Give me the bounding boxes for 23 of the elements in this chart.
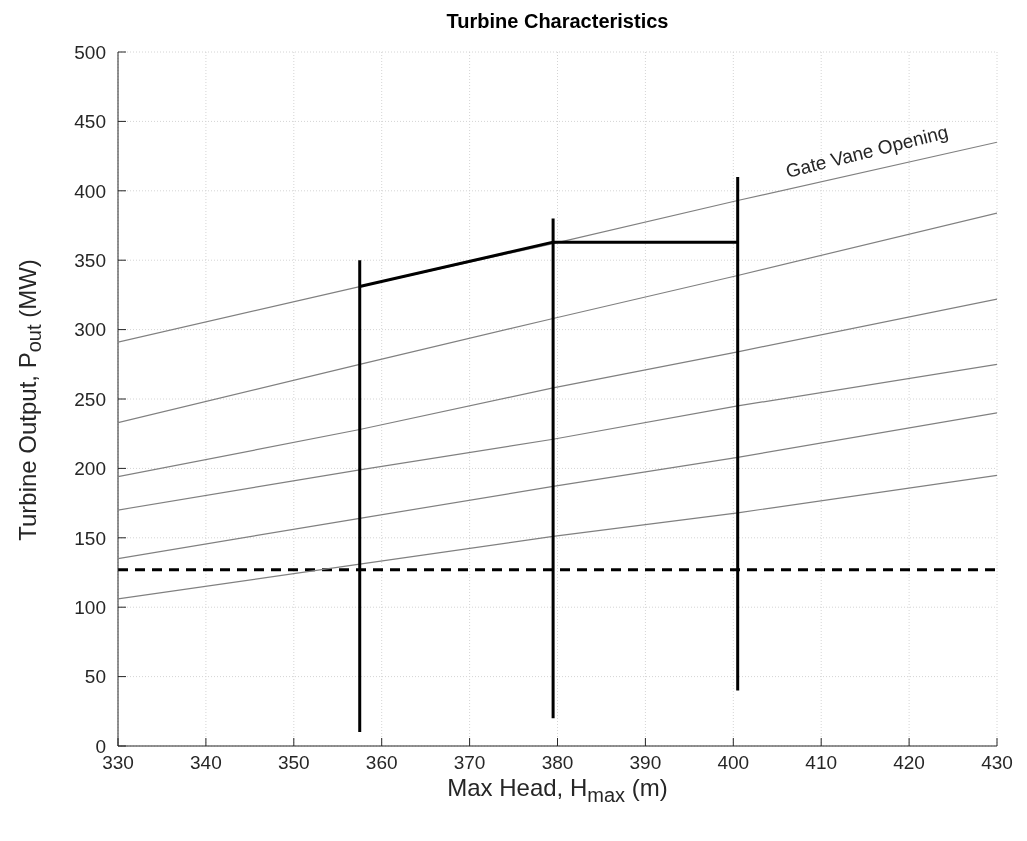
y-tick-label: 300 [74, 319, 106, 341]
y-tick-label: 50 [84, 666, 106, 688]
y-tick-label: 450 [74, 111, 106, 133]
y-tick-label: 250 [74, 388, 106, 410]
y-tick-label: 400 [74, 180, 106, 202]
annotation: Gate Vane Opening [783, 121, 951, 183]
y-tick-label: 100 [74, 596, 106, 618]
x-tick-label: 420 [893, 752, 925, 774]
y-tick-label: 500 [74, 41, 106, 63]
x-tick-label: 350 [277, 752, 310, 774]
x-tick-label: 380 [541, 752, 574, 774]
x-tick-label: 410 [805, 752, 838, 774]
x-tick-label: 340 [190, 752, 222, 774]
x-tick-label: 400 [717, 752, 750, 774]
x-tick-label: 360 [365, 752, 398, 774]
x-axis-title: Max Head, H$_{max}$ (m) [446, 774, 669, 807]
y-tick-label: 200 [74, 458, 106, 480]
x-tick-label: 430 [981, 752, 1013, 774]
y-tick-label: 150 [74, 527, 106, 549]
y-tick-label: 350 [74, 249, 106, 271]
chart-title: Turbine Characteristics [445, 10, 670, 33]
x-tick-label: 370 [453, 752, 486, 774]
x-tick-label: 390 [629, 752, 662, 774]
